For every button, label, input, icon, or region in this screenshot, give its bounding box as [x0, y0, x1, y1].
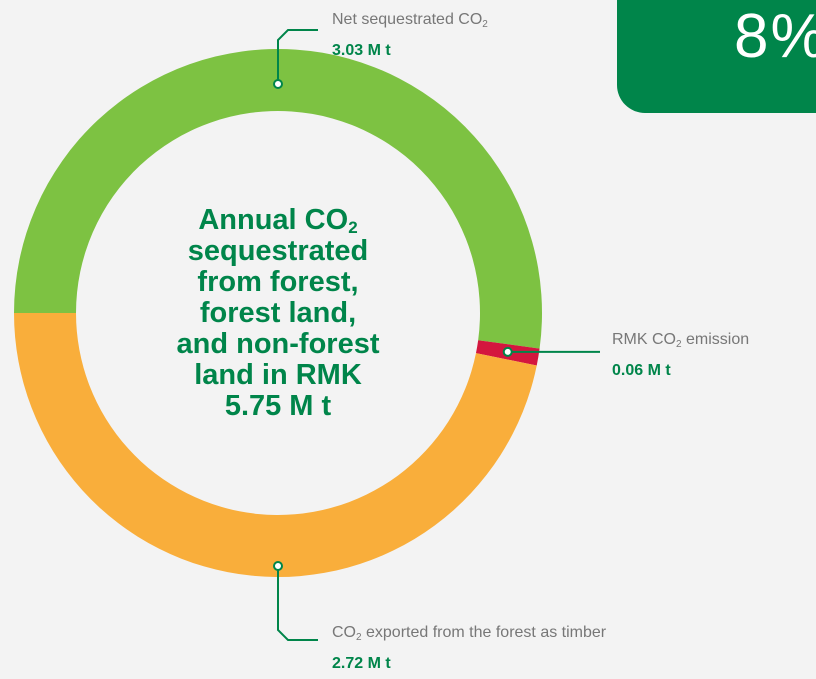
emission-value: 0.06 M t [612, 362, 671, 379]
emission-label-sub: 2 [676, 339, 682, 350]
leader-dot-emission [502, 346, 513, 357]
leader-dot-exported [273, 561, 283, 571]
exported-label-text: CO [332, 624, 356, 641]
exported-value: 2.72 M t [332, 655, 391, 672]
leader-line-exported [277, 566, 318, 641]
net-label: Net sequestrated CO2 [332, 11, 488, 30]
exported-label: CO2 exported from the forest as timber [332, 624, 607, 643]
net-label-sub: 2 [482, 19, 488, 30]
leader-line-net [277, 29, 318, 84]
emission-label: RMK CO2 emission [612, 331, 750, 350]
center-total: 5.75 M t [224, 390, 332, 422]
center-line1: Annual CO [198, 204, 349, 236]
center-title: Annual CO2 sequestrated from forest, for… [118, 205, 438, 422]
emission-label-text: RMK CO [612, 331, 676, 348]
percentage-badge: 8% [617, 0, 816, 113]
center-line6: land in RMK [194, 359, 362, 391]
center-line3: from forest, [197, 266, 359, 298]
exported-label-suffix: exported from the forest as timber [361, 624, 607, 641]
net-value: 3.03 M t [332, 42, 391, 59]
leader-dot-net [273, 79, 283, 89]
center-line1-sub: 2 [348, 218, 358, 237]
center-line4: forest land, [199, 297, 357, 329]
exported-label-sub: 2 [356, 632, 362, 643]
donut-slice-1 [14, 49, 542, 349]
net-label-text: Net sequestrated CO [332, 11, 483, 28]
emission-label-suffix: emission [681, 331, 750, 348]
center-line2: sequestrated [187, 235, 369, 267]
donut-slice-3 [14, 313, 537, 578]
badge-value: 8% [734, 2, 816, 71]
center-line5: and non-forest [176, 328, 380, 360]
